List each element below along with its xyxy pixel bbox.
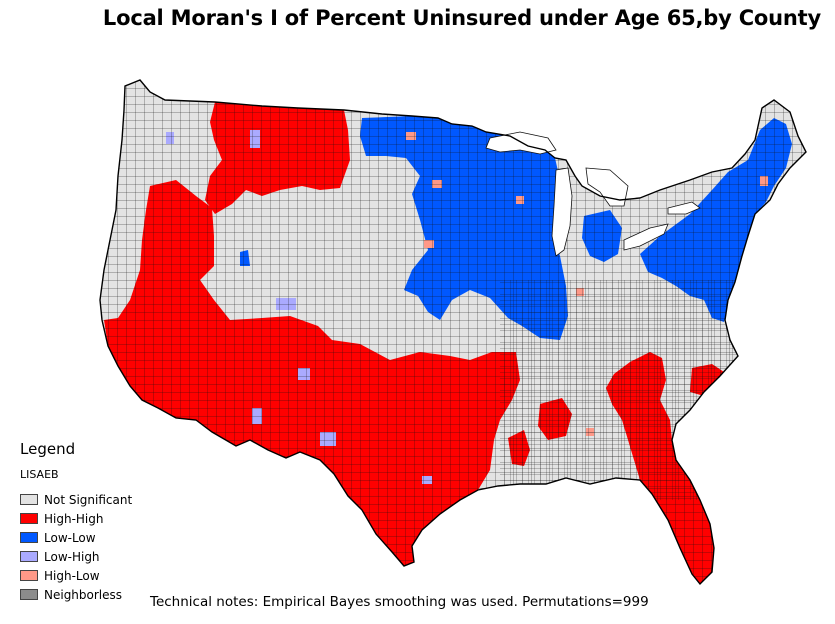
legend-label: Not Significant — [44, 492, 133, 507]
legend-label: Neighborless — [44, 587, 123, 602]
legend-item-low-low: Low-Low — [20, 528, 180, 547]
county-borders-east — [500, 280, 750, 500]
map-regions — [100, 80, 806, 584]
legend-items: Not Significant High-High Low-Low Low-Hi… — [20, 490, 180, 604]
legend-item-low-high: Low-High — [20, 547, 180, 566]
legend-swatch — [20, 513, 38, 524]
lake-huron — [585, 167, 629, 207]
legend-item-high-high: High-High — [20, 509, 180, 528]
legend-swatch — [20, 570, 38, 581]
map-title: Local Moran's I of Percent Uninsured und… — [102, 6, 821, 30]
legend-swatch — [20, 494, 38, 505]
legend-swatch — [20, 551, 38, 562]
legend: Legend LISAEB Not Significant High-High … — [20, 440, 180, 604]
legend-item-not-significant: Not Significant — [20, 490, 180, 509]
lake-ontario — [667, 201, 701, 215]
legend-item-high-low: High-Low — [20, 566, 180, 585]
legend-item-neighborless: Neighborless — [20, 585, 180, 604]
lake-erie — [623, 223, 669, 251]
legend-swatch — [20, 589, 38, 600]
great-lakes — [485, 131, 701, 257]
legend-label: Low-High — [44, 549, 100, 564]
legend-field-name: LISAEB — [20, 468, 59, 481]
legend-label: High-Low — [44, 568, 100, 583]
legend-label: Low-Low — [44, 530, 96, 545]
technical-notes: Technical notes: Empirical Bayes smoothi… — [150, 594, 649, 610]
legend-swatch — [20, 532, 38, 543]
legend-title: Legend — [20, 440, 76, 458]
legend-label: High-High — [44, 511, 104, 526]
lake-michigan — [551, 167, 573, 257]
